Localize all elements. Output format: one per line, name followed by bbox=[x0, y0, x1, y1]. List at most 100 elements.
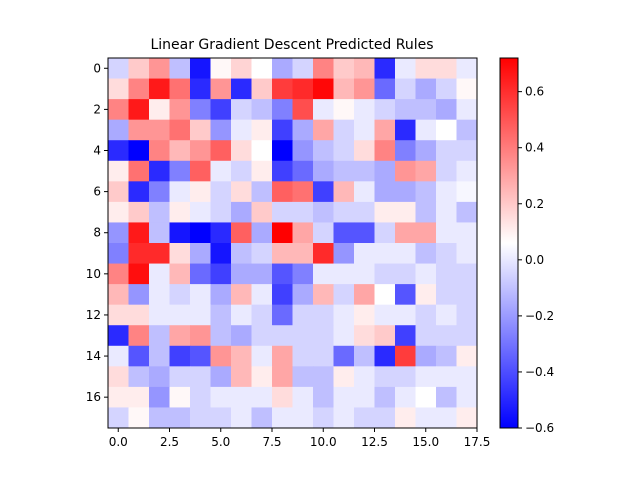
heatmap-cell bbox=[190, 119, 211, 141]
heatmap-cell bbox=[395, 78, 416, 100]
heatmap-cell bbox=[149, 78, 170, 100]
heatmap-cell bbox=[149, 325, 170, 347]
heatmap-cell bbox=[108, 386, 129, 408]
heatmap-cell bbox=[292, 243, 314, 264]
heatmap-cell bbox=[313, 386, 334, 408]
heatmap-cell bbox=[108, 284, 129, 306]
x-tick-label: 5.0 bbox=[211, 435, 230, 449]
heatmap-cell bbox=[395, 263, 416, 285]
heatmap-cell bbox=[108, 78, 129, 100]
heatmap-cell bbox=[210, 325, 232, 347]
heatmap-cell bbox=[395, 386, 416, 408]
heatmap-cell bbox=[169, 263, 191, 285]
heatmap-cell bbox=[272, 263, 293, 285]
heatmap-cell bbox=[231, 140, 252, 162]
x-tick-label: 12.5 bbox=[361, 435, 388, 449]
heatmap-cell bbox=[210, 181, 232, 203]
heatmap-cell bbox=[251, 222, 273, 244]
heatmap-cell bbox=[436, 222, 457, 244]
heatmap-cell bbox=[251, 345, 273, 367]
heatmap-cell bbox=[415, 386, 437, 408]
heatmap-cell bbox=[313, 263, 334, 285]
heatmap-cell bbox=[374, 304, 396, 326]
heatmap-cell bbox=[374, 263, 396, 285]
heatmap-cell bbox=[436, 181, 457, 203]
heatmap-cell bbox=[354, 181, 375, 203]
heatmap-cell bbox=[292, 407, 314, 429]
heatmap-cell bbox=[149, 284, 170, 306]
heatmap-cell bbox=[354, 345, 375, 367]
y-tick-label: 16 bbox=[86, 390, 101, 404]
x-tick-label: 15.0 bbox=[412, 435, 439, 449]
heatmap-cell bbox=[128, 243, 150, 264]
heatmap-cell bbox=[374, 366, 396, 388]
heatmap-cell bbox=[108, 345, 129, 367]
heatmap-cell bbox=[456, 386, 478, 408]
heatmap-cell bbox=[169, 386, 191, 408]
heatmap-cell bbox=[395, 284, 416, 306]
heatmap-cell bbox=[128, 160, 150, 182]
heatmap-cell bbox=[128, 201, 150, 223]
heatmap-cell bbox=[333, 263, 355, 285]
heatmap-cell bbox=[169, 78, 191, 100]
heatmap-cell bbox=[251, 160, 273, 182]
heatmap-cell bbox=[251, 263, 273, 285]
heatmap-cell bbox=[395, 181, 416, 203]
heatmap-cell bbox=[395, 243, 416, 264]
heatmap-cell bbox=[149, 345, 170, 367]
heatmap-cell bbox=[313, 284, 334, 306]
heatmap-cell bbox=[456, 263, 478, 285]
heatmap-cell bbox=[190, 99, 211, 121]
heatmap-cell bbox=[354, 99, 375, 121]
heatmap-cell bbox=[128, 99, 150, 121]
heatmap-cell bbox=[251, 407, 273, 429]
heatmap-cell bbox=[169, 222, 191, 244]
heatmap-cell bbox=[374, 284, 396, 306]
heatmap-cell bbox=[354, 325, 375, 347]
heatmap-cell bbox=[436, 325, 457, 347]
x-tick-label: 10.0 bbox=[310, 435, 337, 449]
heatmap-cell bbox=[415, 325, 437, 347]
heatmap-cell bbox=[333, 345, 355, 367]
heatmap-cell bbox=[190, 325, 211, 347]
heatmap-cell bbox=[333, 119, 355, 141]
heatmap-cell bbox=[374, 140, 396, 162]
heatmap-cell bbox=[251, 366, 273, 388]
heatmap-cell bbox=[251, 386, 273, 408]
heatmap-cell bbox=[190, 78, 211, 100]
heatmap-cell bbox=[272, 99, 293, 121]
heatmap-cell bbox=[190, 140, 211, 162]
colorbar-axis: 0.6 0.4 0.2 0.0 −0.2 −0.4 −0.6 bbox=[518, 85, 554, 435]
y-tick-label: 2 bbox=[93, 102, 101, 116]
heatmap-cell bbox=[169, 201, 191, 223]
heatmap-cell bbox=[436, 58, 457, 79]
heatmap-cell bbox=[292, 181, 314, 203]
heatmap-cell bbox=[354, 222, 375, 244]
heatmap-cell bbox=[108, 366, 129, 388]
heatmap-cell bbox=[108, 222, 129, 244]
heatmap-cell bbox=[415, 160, 437, 182]
heatmap-cell bbox=[231, 181, 252, 203]
heatmap-cell bbox=[292, 78, 314, 100]
heatmap-cell bbox=[272, 243, 293, 264]
heatmap-cell bbox=[456, 284, 478, 306]
heatmap-cell bbox=[333, 140, 355, 162]
colorbar bbox=[500, 58, 518, 428]
heatmap-cell bbox=[190, 407, 211, 429]
heatmap-cell bbox=[272, 181, 293, 203]
y-tick-label: 6 bbox=[93, 185, 101, 199]
heatmap-cell bbox=[333, 304, 355, 326]
heatmap-cell bbox=[456, 140, 478, 162]
heatmap-cell bbox=[108, 243, 129, 264]
heatmap-cell bbox=[456, 181, 478, 203]
heatmap-cell bbox=[374, 222, 396, 244]
heatmap-cell bbox=[456, 201, 478, 223]
heatmap-cell bbox=[292, 119, 314, 141]
heatmap-cell bbox=[190, 243, 211, 264]
heatmap-cell bbox=[395, 304, 416, 326]
heatmap-cell bbox=[251, 78, 273, 100]
heatmap-cell bbox=[415, 140, 437, 162]
heatmap-cell bbox=[149, 304, 170, 326]
heatmap-cell bbox=[231, 201, 252, 223]
heatmap-cell bbox=[128, 386, 150, 408]
